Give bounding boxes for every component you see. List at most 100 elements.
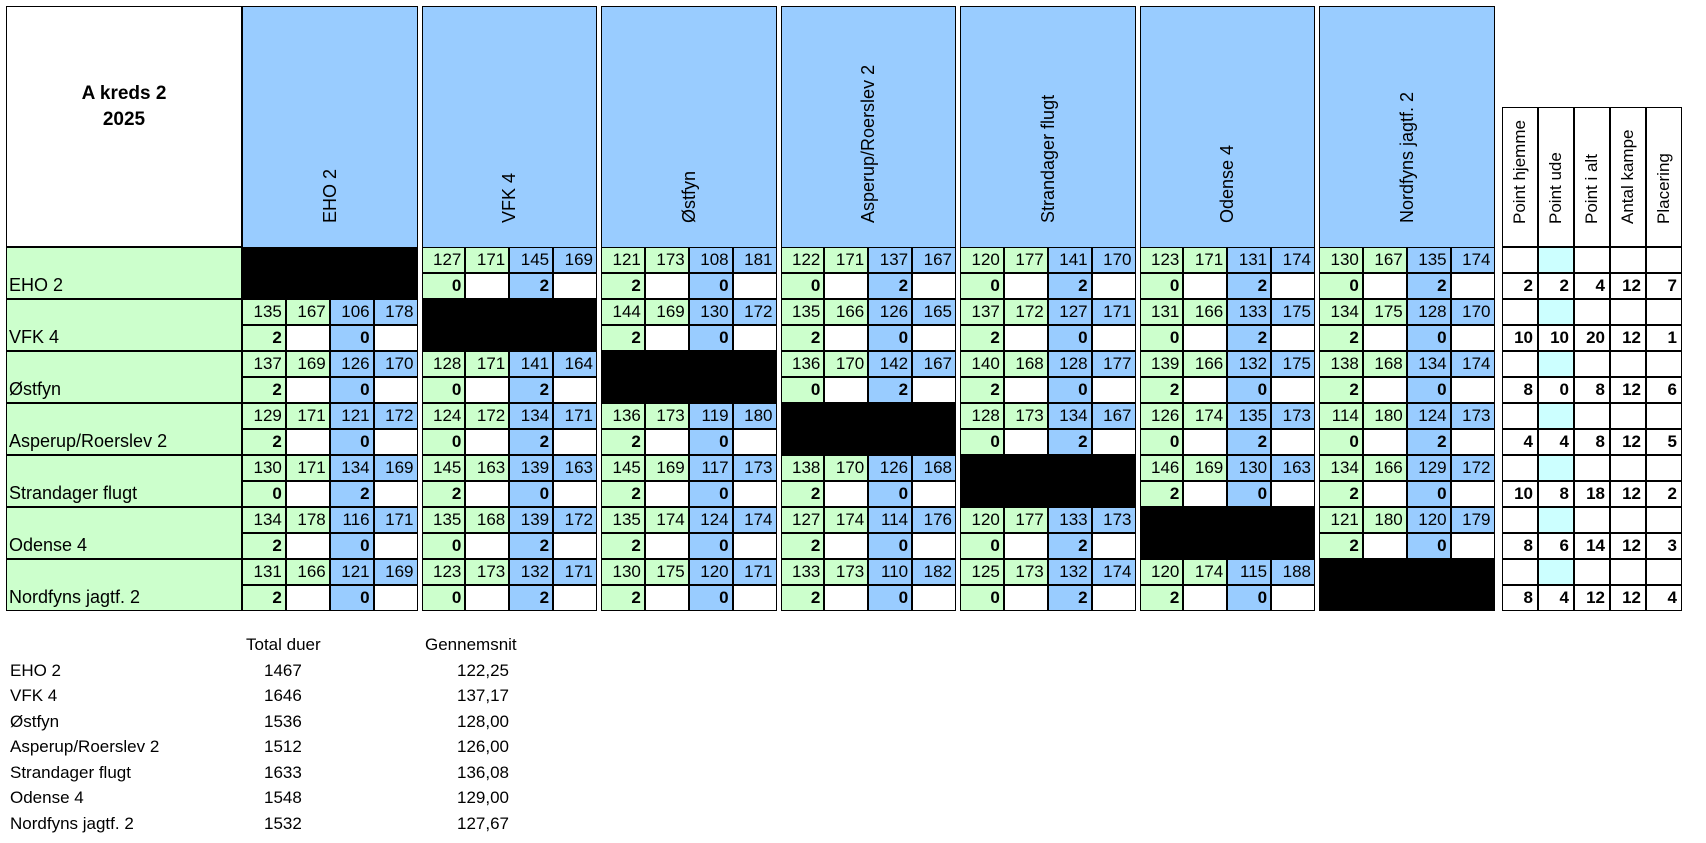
empty-cell xyxy=(1003,429,1048,455)
score-cell: 174 xyxy=(1091,559,1136,585)
empty-cell xyxy=(1450,325,1495,351)
score-cell: 139 xyxy=(509,507,554,533)
match-points-cell: 0 xyxy=(868,325,913,351)
empty-cell xyxy=(644,533,689,559)
summary-spacer-cell xyxy=(1538,403,1574,429)
score-cell: 178 xyxy=(373,299,418,325)
score-cell: 137 xyxy=(242,351,286,377)
summary-spacer-cell xyxy=(1502,559,1538,585)
self-match-block xyxy=(1139,507,1315,559)
score-cell: 121 xyxy=(1319,507,1363,533)
score-cell: 173 xyxy=(1003,403,1048,429)
empty-cell xyxy=(373,429,418,455)
empty-cell xyxy=(553,273,597,299)
score-cell: 135 xyxy=(242,299,286,325)
match-points-cell: 2 xyxy=(780,481,825,507)
score-cell: 130 xyxy=(688,299,733,325)
summary-header-label: Point i alt xyxy=(1582,154,1601,224)
score-cell: 136 xyxy=(780,351,825,377)
score-cell: 175 xyxy=(1271,351,1315,377)
stats-average: 122,25 xyxy=(457,660,509,680)
summary-spacer-cell xyxy=(1574,507,1610,533)
empty-cell xyxy=(824,273,869,299)
self-match-block xyxy=(601,351,777,403)
score-cell: 130 xyxy=(242,455,286,481)
score-cell: 172 xyxy=(465,403,510,429)
empty-cell xyxy=(1362,273,1407,299)
score-cell: 171 xyxy=(824,247,869,273)
score-cell: 128 xyxy=(1406,299,1451,325)
empty-cell xyxy=(912,481,956,507)
column-header-team: Odense 4 xyxy=(1139,6,1315,247)
score-cell: 171 xyxy=(465,247,510,273)
summary-value-cell: 6 xyxy=(1646,377,1682,403)
self-match-block xyxy=(960,455,1136,507)
match-points-cell: 0 xyxy=(421,533,466,559)
score-cell: 163 xyxy=(1271,455,1315,481)
match-points-cell: 0 xyxy=(688,585,733,611)
score-cell: 173 xyxy=(1271,403,1315,429)
match-points-cell: 0 xyxy=(1319,273,1363,299)
score-cell: 134 xyxy=(509,403,554,429)
empty-cell xyxy=(465,533,510,559)
column-header-team: VFK 4 xyxy=(421,6,597,247)
score-cell: 173 xyxy=(644,247,689,273)
empty-cell xyxy=(1003,325,1048,351)
empty-cell xyxy=(1091,429,1136,455)
match-points-cell: 0 xyxy=(868,481,913,507)
score-cell: 169 xyxy=(644,299,689,325)
empty-cell xyxy=(553,377,597,403)
match-points-cell: 0 xyxy=(780,377,825,403)
row-header-team: Strandager flugt xyxy=(6,455,242,507)
empty-cell xyxy=(1450,377,1495,403)
empty-cell xyxy=(1271,585,1315,611)
stats-team-name: Odense 4 xyxy=(10,788,84,807)
score-cell: 171 xyxy=(1183,247,1228,273)
score-cell: 171 xyxy=(553,559,597,585)
summary-header-label: Placering xyxy=(1654,153,1673,224)
score-cell: 129 xyxy=(242,403,286,429)
score-cell: 133 xyxy=(780,559,825,585)
score-cell: 142 xyxy=(868,351,913,377)
score-cell: 164 xyxy=(553,351,597,377)
match-points-cell: 2 xyxy=(509,273,554,299)
empty-cell xyxy=(1271,481,1315,507)
score-cell: 131 xyxy=(242,559,286,585)
empty-cell xyxy=(1450,429,1495,455)
score-cell: 135 xyxy=(1406,247,1451,273)
empty-cell xyxy=(644,585,689,611)
match-points-cell: 0 xyxy=(960,533,1004,559)
row-header-team: Asperup/Roerslev 2 xyxy=(6,403,242,455)
stats-total-duer: 1646 xyxy=(264,686,302,705)
match-points-cell: 2 xyxy=(1319,325,1363,351)
row-header-team: Nordfyns jagtf. 2 xyxy=(6,559,242,611)
score-cell: 137 xyxy=(960,299,1004,325)
summary-value-cell: 10 xyxy=(1538,325,1574,351)
score-cell: 116 xyxy=(329,507,374,533)
score-cell: 124 xyxy=(1406,403,1451,429)
match-points-cell: 2 xyxy=(601,325,645,351)
column-header-label: Østfyn xyxy=(678,170,699,223)
stats-header-total: Total duer xyxy=(246,635,321,654)
score-cell: 127 xyxy=(780,507,825,533)
score-cell: 138 xyxy=(1319,351,1363,377)
match-points-cell: 0 xyxy=(1227,377,1272,403)
score-cell: 135 xyxy=(421,507,466,533)
title-line-2: 2025 xyxy=(102,108,146,130)
score-cell: 170 xyxy=(824,351,869,377)
summary-spacer-cell xyxy=(1502,247,1538,273)
score-cell: 146 xyxy=(1139,455,1184,481)
summary-spacer-cell xyxy=(1538,507,1574,533)
stats-total-duer: 1536 xyxy=(264,711,302,731)
score-cell: 135 xyxy=(1227,403,1272,429)
match-points-cell: 2 xyxy=(1319,533,1363,559)
summary-spacer-cell xyxy=(1610,507,1646,533)
stats-average: 128,00 xyxy=(457,711,509,731)
self-match-block xyxy=(242,247,418,299)
score-cell: 167 xyxy=(1362,247,1407,273)
summary-value-cell: 8 xyxy=(1502,585,1538,611)
empty-cell xyxy=(912,325,956,351)
score-cell: 126 xyxy=(1139,403,1184,429)
score-cell: 172 xyxy=(1450,455,1495,481)
score-cell: 134 xyxy=(1406,351,1451,377)
